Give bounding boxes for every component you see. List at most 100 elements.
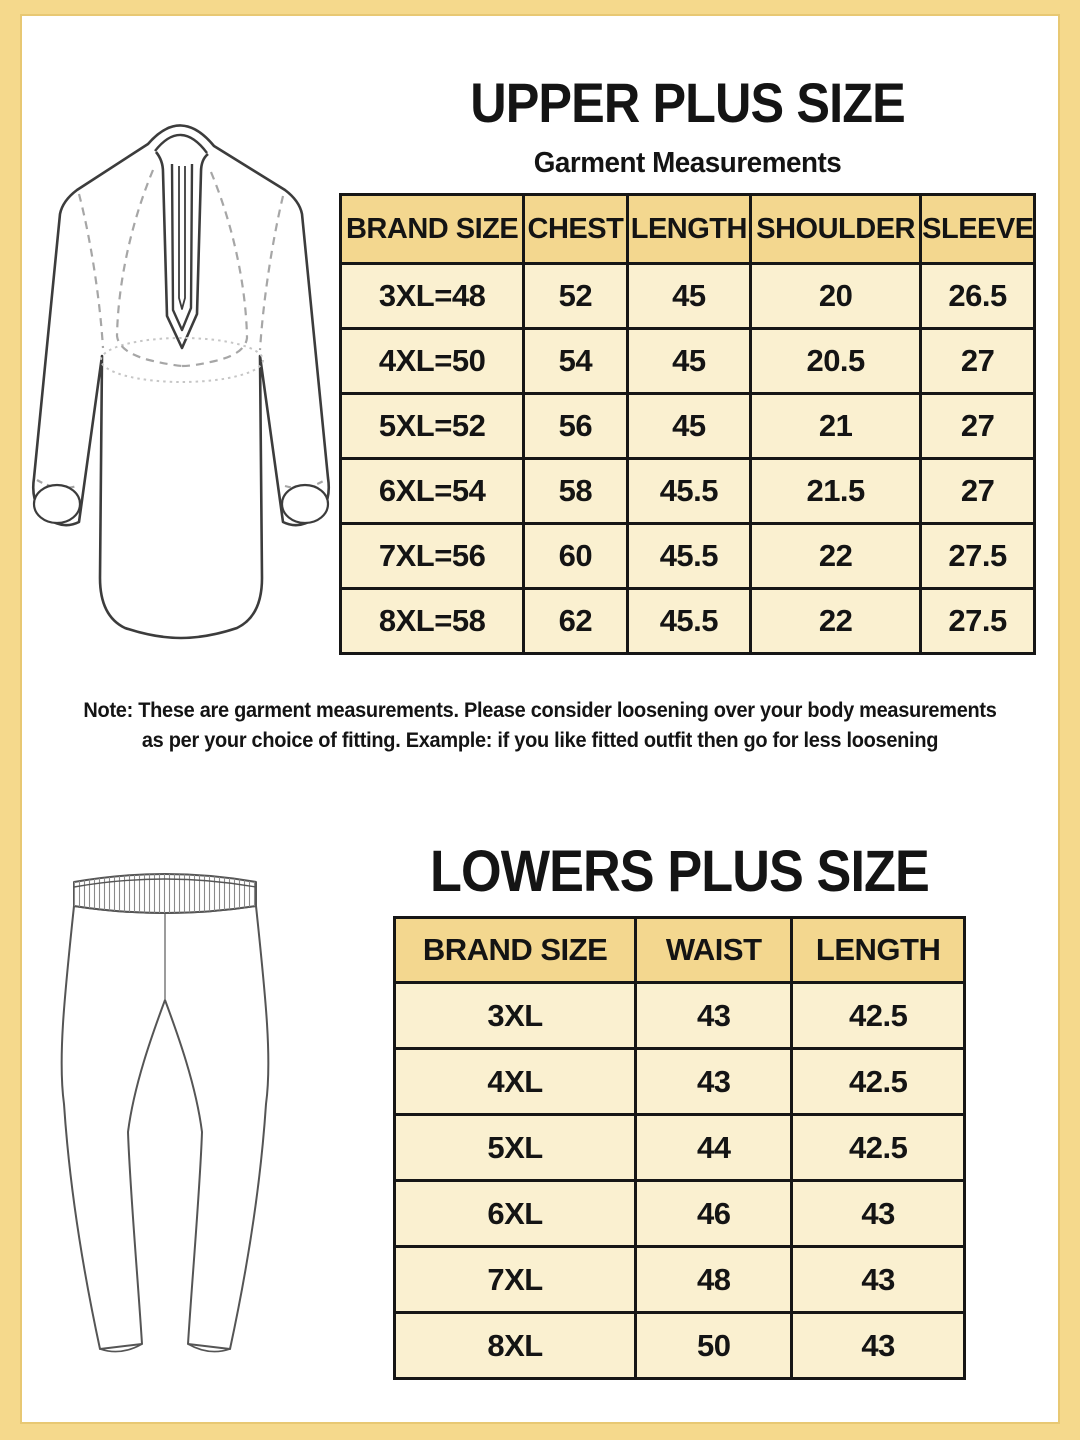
table-cell: 43 [790,1311,966,1380]
lower-section-title: LOWERS PLUS SIZE [430,839,930,904]
column-header: LENGTH [790,916,966,984]
table-row: 6XL=54 58 45.5 21.5 27 [338,457,1036,525]
table-cell: 6XL [392,1179,638,1248]
table-cell: 21.5 [749,457,923,525]
table-cell: 44 [634,1113,794,1182]
measurement-note: Note: These are garment measurements. Pl… [46,696,1034,756]
yoke-dashed-left [115,169,183,368]
leggings-silhouette [60,905,270,1350]
column-header: SLEEVE [919,193,1036,265]
table-cell: 5XL [392,1113,638,1182]
table-cell: 42.5 [790,1113,966,1182]
column-header: WAIST [634,916,794,984]
column-header: LENGTH [625,193,753,265]
table-cell: 27.5 [919,587,1036,655]
table-row: 6XL 46 43 [392,1179,966,1248]
cuff-opening-right [280,483,330,525]
table-cell: 7XL=56 [338,522,526,590]
table-cell: 3XL=48 [338,262,526,330]
lower-table-header-row: BRAND SIZE WAIST LENGTH [392,916,966,984]
lower-size-table: BRAND SIZE WAIST LENGTH 3XL 43 42.5 4XL … [392,916,966,1380]
table-cell: 3XL [392,981,638,1050]
table-cell: 54 [522,327,629,395]
table-cell: 6XL=54 [338,457,526,525]
table-cell: 5XL=52 [338,392,526,460]
column-header: BRAND SIZE [338,193,526,265]
table-cell: 46 [634,1179,794,1248]
table-cell: 8XL [392,1311,638,1380]
table-row: 8XL 50 43 [392,1311,966,1380]
note-line-2: as per your choice of fitting. Example: … [141,729,939,752]
table-cell: 27 [919,327,1036,395]
placket-outer [154,151,209,350]
column-header: CHEST [522,193,629,265]
table-cell: 20.5 [749,327,923,395]
table-cell: 43 [790,1245,966,1314]
armhole-dashed-right [258,195,285,351]
table-cell: 58 [522,457,629,525]
upper-table-header-row: BRAND SIZE CHEST LENGTH SHOULDER SLEEVE [338,193,1036,265]
collar-inner-line [154,133,208,154]
kurta-illustration [32,124,330,640]
placket-slit [178,166,186,310]
table-cell: 45.5 [625,587,753,655]
table-cell: 62 [522,587,629,655]
table-cell: 45.5 [625,457,753,525]
table-cell: 45 [625,327,753,395]
upper-section-title: UPPER PLUS SIZE [470,71,905,134]
table-cell: 45.5 [625,522,753,590]
table-cell: 27 [919,457,1036,525]
waistband-top-line [73,878,257,888]
table-cell: 21 [749,392,923,460]
table-cell: 4XL=50 [338,327,526,395]
table-row: 4XL=50 54 45 20.5 27 [338,327,1036,395]
hem-line-right [187,1343,231,1353]
armhole-dashed-left [77,193,105,349]
hem-line-left [99,1343,143,1353]
table-cell: 43 [634,1047,794,1116]
leggings-illustration [60,873,270,1353]
table-cell: 60 [522,522,629,590]
placket-inner [170,163,194,332]
cuff-dashed-right [284,479,326,490]
table-cell: 43 [634,981,794,1050]
table-cell: 42.5 [790,1047,966,1116]
table-cell: 56 [522,392,629,460]
table-cell: 7XL [392,1245,638,1314]
cuff-dashed-left [36,479,78,490]
yoke-dashed-right [181,171,249,368]
column-header: SHOULDER [749,193,923,265]
waistband-ribbing [74,874,256,913]
table-cell: 27.5 [919,522,1036,590]
table-cell: 43 [790,1179,966,1248]
kurta-silhouette [32,124,330,640]
table-cell: 4XL [392,1047,638,1116]
cuff-opening-left [32,483,82,525]
table-row: 3XL 43 42.5 [392,981,966,1050]
table-row: 3XL=48 52 45 20 26.5 [338,262,1036,330]
table-cell: 27 [919,392,1036,460]
upper-section-subtitle: Garment Measurements [533,147,842,179]
table-row: 8XL=58 62 45.5 22 27.5 [338,587,1036,655]
chest-dotted-ellipse [100,337,264,383]
table-row: 5XL=52 56 45 21 27 [338,392,1036,460]
upper-size-table: BRAND SIZE CHEST LENGTH SHOULDER SLEEVE … [338,193,1036,655]
table-cell: 8XL=58 [338,587,526,655]
table-cell: 26.5 [919,262,1036,330]
table-row: 4XL 43 42.5 [392,1047,966,1116]
table-cell: 45 [625,262,753,330]
note-line-1: Note: These are garment measurements. Pl… [83,699,997,722]
table-cell: 48 [634,1245,794,1314]
table-cell: 20 [749,262,923,330]
table-cell: 42.5 [790,981,966,1050]
table-cell: 50 [634,1311,794,1380]
table-row: 7XL=56 60 45.5 22 27.5 [338,522,1036,590]
table-row: 7XL 48 43 [392,1245,966,1314]
table-row: 5XL 44 42.5 [392,1113,966,1182]
table-cell: 45 [625,392,753,460]
table-cell: 52 [522,262,629,330]
column-header: BRAND SIZE [392,916,638,984]
table-cell: 22 [749,522,923,590]
table-cell: 22 [749,587,923,655]
